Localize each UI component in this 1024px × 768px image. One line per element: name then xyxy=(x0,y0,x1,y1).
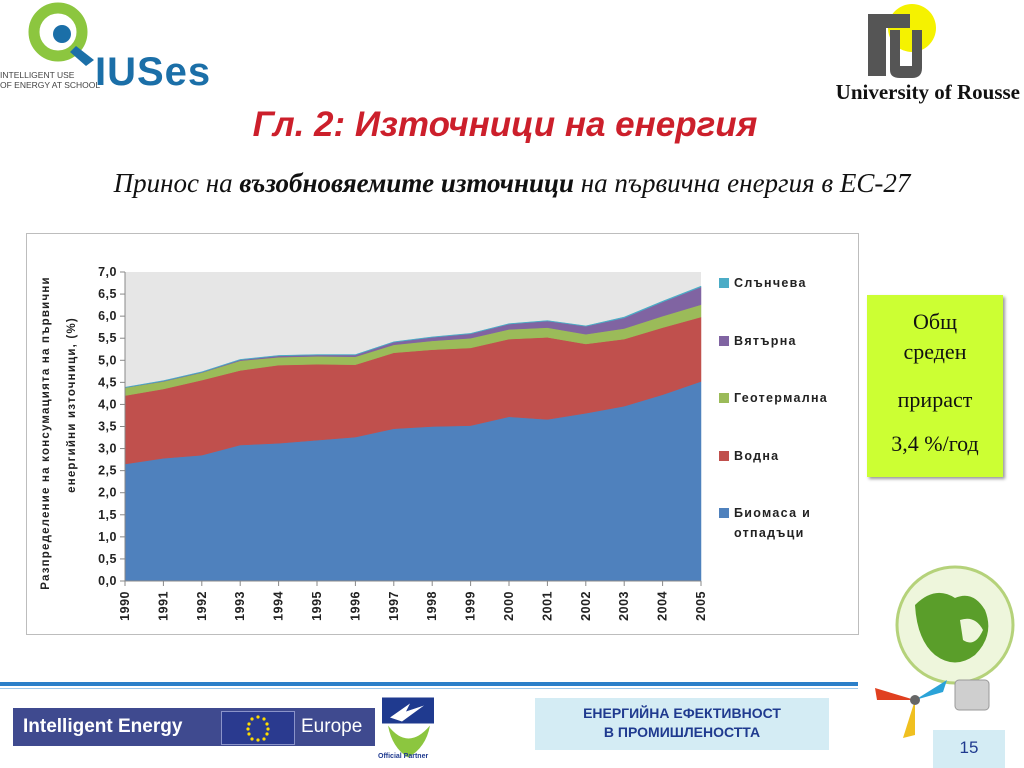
iuses-wordmark: IUSes xyxy=(95,50,212,94)
y-tick-label: 5,0 xyxy=(98,353,117,367)
legend-swatch-biomass xyxy=(719,508,729,518)
official-partner-logo xyxy=(382,697,434,758)
x-tick-label: 2002 xyxy=(579,591,593,621)
x-tick-label: 1995 xyxy=(310,591,324,621)
iuses-tagline: INTELLIGENT USE OF ENERGY AT SCHOOL xyxy=(0,70,100,90)
course-title-line1: ЕНЕРГИЙНА ЕФЕКТИВНОСТ xyxy=(583,705,781,721)
subtitle-bold: възобновяемите източници xyxy=(239,168,575,198)
y-axis-label-line2: енергийни източници, (%) xyxy=(66,317,78,493)
legend-label-solar: Слънчева xyxy=(734,276,807,290)
footer-divider-thin xyxy=(0,688,858,689)
subtitle-prefix: Принос на xyxy=(113,168,240,198)
x-tick-label: 1994 xyxy=(272,591,286,621)
university-name: University of Rousse xyxy=(835,80,1020,104)
x-tick-label: 2005 xyxy=(694,591,708,621)
x-tick-label: 1993 xyxy=(233,591,247,621)
x-tick-label: 1992 xyxy=(195,591,209,621)
x-tick-label: 1999 xyxy=(464,591,478,621)
growth-callout: Общ среден прираст 3,4 %/год xyxy=(867,295,1003,477)
legend-label-biomass: отпадъци xyxy=(734,526,805,540)
y-tick-label: 1,5 xyxy=(98,508,117,522)
x-tick-label: 1991 xyxy=(156,591,170,621)
y-tick-label: 3,0 xyxy=(98,442,117,456)
y-tick-label: 4,5 xyxy=(98,375,117,389)
x-tick-label: 1998 xyxy=(425,591,439,621)
page-number-background xyxy=(933,730,1005,768)
course-title-line2: В ПРОМИШЛЕНОСТТА xyxy=(603,724,761,740)
y-tick-label: 6,5 xyxy=(98,287,117,301)
iuses-tagline-line1: INTELLIGENT USE xyxy=(0,70,75,80)
subtitle-suffix: на първична енергия в ЕС-27 xyxy=(574,168,911,198)
x-tick-label: 1996 xyxy=(348,591,362,621)
intelligent-energy-banner: Intelligent Energy Europe xyxy=(13,708,375,746)
x-tick-label: 2003 xyxy=(617,591,631,621)
ie-banner-right-text: Europe xyxy=(301,716,363,737)
legend-swatch-geothermal xyxy=(719,393,729,403)
y-axis-label-line1: Разпределение на консумацията на първичн… xyxy=(40,276,52,590)
y-tick-label: 7,0 xyxy=(98,265,117,279)
growth-line1: Общ xyxy=(912,309,958,334)
x-tick-label: 2004 xyxy=(656,591,670,621)
footer-divider xyxy=(0,682,858,686)
y-tick-label: 6,0 xyxy=(98,309,117,323)
eco-bulb-illustration xyxy=(875,565,1015,738)
ie-banner-left-text: Intelligent Energy xyxy=(23,716,183,737)
x-tick-label: 2000 xyxy=(502,591,516,621)
stacked-area-chart: 0,0 0,5 1,0 1,5 2,0 2,5 3,0 3,5 4,0 4,5 5,0 5,5 6,0 6… xyxy=(40,265,828,621)
y-tick-label: 4,0 xyxy=(98,397,117,411)
x-tick-label: 2001 xyxy=(540,591,554,621)
y-tick-label: 2,0 xyxy=(98,486,117,500)
slide-title: Гл. 2: Източници на енергия xyxy=(252,105,758,144)
legend-label-geothermal: Геотермална xyxy=(734,391,828,405)
y-tick-label: 2,5 xyxy=(98,464,117,478)
growth-line3: прираст xyxy=(897,387,973,412)
official-partner-label: Official Partner xyxy=(378,753,429,760)
y-tick-label: 5,5 xyxy=(98,331,117,345)
y-tick-label: 0,5 xyxy=(98,552,117,566)
y-tick-label: 0,0 xyxy=(98,574,117,588)
university-logo xyxy=(868,4,936,78)
page-number: 15 xyxy=(959,738,979,757)
growth-line4: 3,4 %/год xyxy=(891,431,979,456)
iuses-logo xyxy=(28,2,94,66)
y-tick-label: 3,5 xyxy=(98,420,117,434)
x-tick-label: 1997 xyxy=(387,591,401,621)
slide-subtitle: Принос на възобновяемите източници на пъ… xyxy=(0,168,1024,199)
legend-swatch-wind xyxy=(719,336,729,346)
legend-label-hydro: Водна xyxy=(734,449,779,463)
legend-swatch-solar xyxy=(719,278,729,288)
growth-line2: среден xyxy=(903,339,967,364)
legend-label-biomass: Биомаса и xyxy=(734,506,811,520)
legend-label-wind: Вятърна xyxy=(734,334,797,348)
y-tick-label: 1,0 xyxy=(98,530,117,544)
legend-swatch-hydro xyxy=(719,451,729,461)
area-series-4 xyxy=(124,285,702,388)
x-tick-label: 1990 xyxy=(118,591,132,621)
iuses-tagline-line2: OF ENERGY AT SCHOOL xyxy=(0,80,101,90)
course-title-box: ЕНЕРГИЙНА ЕФЕКТИВНОСТ В ПРОМИШЛЕНОСТТА xyxy=(535,698,829,750)
eu-flag-icon xyxy=(221,711,295,745)
